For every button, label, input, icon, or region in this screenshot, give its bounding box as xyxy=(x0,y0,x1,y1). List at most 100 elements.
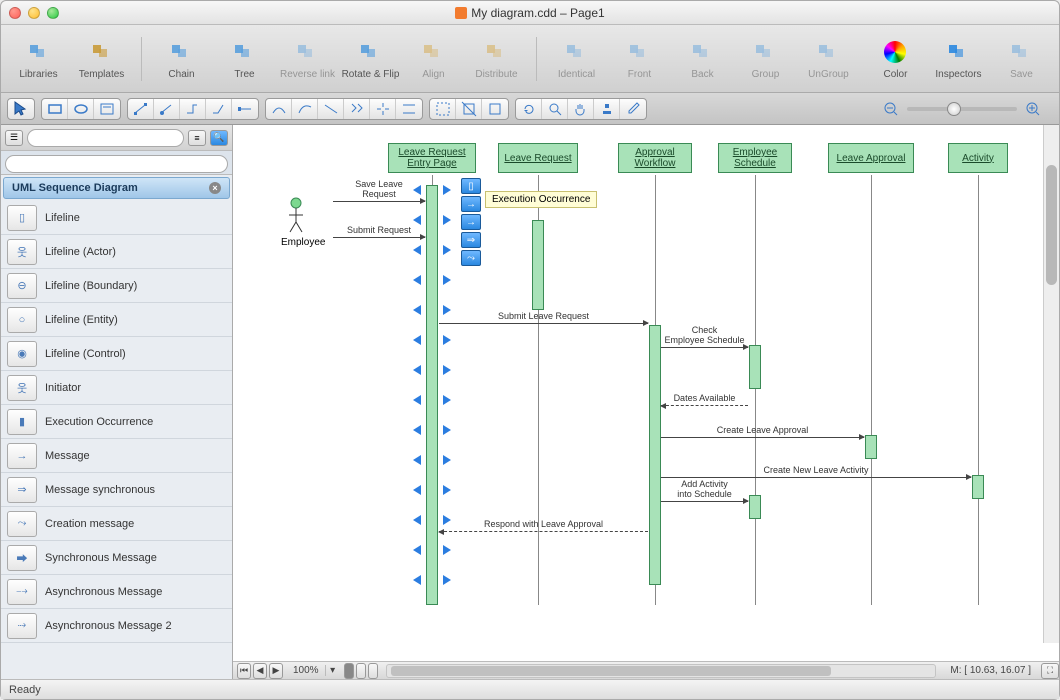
tree-view-button[interactable]: ☰ xyxy=(5,130,23,146)
resize-handle[interactable] xyxy=(413,545,421,555)
resize-handle[interactable] xyxy=(413,215,421,225)
message-arrow[interactable] xyxy=(333,237,425,238)
message-arrow[interactable] xyxy=(661,405,748,406)
page-tab[interactable] xyxy=(356,663,366,679)
text-tool[interactable] xyxy=(94,99,120,119)
stamp-tool[interactable] xyxy=(594,99,620,119)
lifeline-header[interactable]: ApprovalWorkflow xyxy=(618,143,692,173)
curve5-tool[interactable] xyxy=(370,99,396,119)
minimize-button[interactable] xyxy=(28,7,40,19)
curve3-tool[interactable] xyxy=(318,99,344,119)
lifeline-header[interactable]: Leave Approval xyxy=(828,143,914,173)
page-first-button[interactable]: ⏮ xyxy=(237,663,251,679)
zoom-button[interactable] xyxy=(47,7,59,19)
fit-button[interactable]: ⛶ xyxy=(1041,663,1059,679)
ellipse-tool[interactable] xyxy=(68,99,94,119)
resize-handle[interactable] xyxy=(413,485,421,495)
conn4-tool[interactable] xyxy=(206,99,232,119)
resize-handle[interactable] xyxy=(443,485,451,495)
shape-item[interactable]: ○Lifeline (Entity) xyxy=(1,303,232,337)
conn1-tool[interactable] xyxy=(128,99,154,119)
shape-item[interactable]: 웃Lifeline (Actor) xyxy=(1,235,232,269)
conn5-tool[interactable] xyxy=(232,99,258,119)
activation-bar[interactable] xyxy=(865,435,877,459)
diagram-canvas[interactable]: Leave RequestEntry PageLeave RequestAppr… xyxy=(233,125,1059,661)
resize-handle[interactable] xyxy=(443,515,451,525)
vertical-scrollbar[interactable] xyxy=(1043,125,1059,643)
message-arrow[interactable] xyxy=(439,323,648,324)
shape-item[interactable]: 웃Initiator xyxy=(1,371,232,405)
eyedrop-tool[interactable] xyxy=(620,99,646,119)
resize-handle[interactable] xyxy=(443,335,451,345)
resize-handle[interactable] xyxy=(413,305,421,315)
zoom-out-icon[interactable] xyxy=(881,99,901,119)
shape-search-input[interactable] xyxy=(5,155,228,173)
zoom-tool[interactable] xyxy=(542,99,568,119)
activation-bar[interactable] xyxy=(426,185,438,605)
resize-handle[interactable] xyxy=(413,395,421,405)
resize-handle[interactable] xyxy=(443,245,451,255)
activation-bar[interactable] xyxy=(649,325,661,585)
resize-handle[interactable] xyxy=(413,185,421,195)
activation-bar[interactable] xyxy=(972,475,984,499)
page-tab[interactable] xyxy=(344,663,354,679)
activation-bar[interactable] xyxy=(749,495,761,519)
resize-handle[interactable] xyxy=(413,575,421,585)
resize-handle[interactable] xyxy=(443,215,451,225)
lifeline-header[interactable]: Leave RequestEntry Page xyxy=(388,143,476,173)
pointer-tool[interactable] xyxy=(8,99,34,119)
resize-handle[interactable] xyxy=(443,455,451,465)
curve2-tool[interactable] xyxy=(292,99,318,119)
resize-handle[interactable] xyxy=(443,575,451,585)
resize-handle[interactable] xyxy=(443,395,451,405)
zoom-slider[interactable] xyxy=(881,99,1043,119)
shape-item[interactable]: ⇒Message synchronous xyxy=(1,473,232,507)
message-arrow[interactable] xyxy=(661,347,748,348)
shape-item[interactable]: ⤳Creation message xyxy=(1,507,232,541)
close-button[interactable] xyxy=(9,7,21,19)
conn3-tool[interactable] xyxy=(180,99,206,119)
smart-connector-menu[interactable]: ▯→→⇒⤳ xyxy=(461,178,481,266)
resize-handle[interactable] xyxy=(413,455,421,465)
toolbar-inspectors[interactable]: Inspectors xyxy=(929,29,988,89)
message-arrow[interactable] xyxy=(661,437,864,438)
message-arrow[interactable] xyxy=(439,531,648,532)
zoom-in-icon[interactable] xyxy=(1023,99,1043,119)
resize-handle[interactable] xyxy=(413,275,421,285)
resize-handle[interactable] xyxy=(443,185,451,195)
resize-handle[interactable] xyxy=(443,545,451,555)
snap2-tool[interactable] xyxy=(456,99,482,119)
toolbar-chain[interactable]: Chain xyxy=(152,29,211,89)
page-next-button[interactable]: ▶ xyxy=(269,663,283,679)
resize-handle[interactable] xyxy=(413,245,421,255)
curve6-tool[interactable] xyxy=(396,99,422,119)
shape-item[interactable]: ▯Lifeline xyxy=(1,201,232,235)
resize-handle[interactable] xyxy=(413,425,421,435)
curve1-tool[interactable] xyxy=(266,99,292,119)
toolbar-templates[interactable]: Templates xyxy=(72,29,131,89)
curve4-tool[interactable] xyxy=(344,99,370,119)
page-tab[interactable] xyxy=(368,663,378,679)
search-button[interactable]: 🔍 xyxy=(210,130,228,146)
resize-handle[interactable] xyxy=(443,425,451,435)
lifeline-header[interactable]: Activity xyxy=(948,143,1008,173)
resize-handle[interactable] xyxy=(413,365,421,375)
snap1-tool[interactable] xyxy=(430,99,456,119)
resize-handle[interactable] xyxy=(443,305,451,315)
shape-item[interactable]: ⮕Synchronous Message xyxy=(1,541,232,575)
list-view-button[interactable]: ≡ xyxy=(188,130,206,146)
rect-tool[interactable] xyxy=(42,99,68,119)
shape-item[interactable]: ◉Lifeline (Control) xyxy=(1,337,232,371)
zoom-level[interactable]: 100% xyxy=(287,665,326,676)
lifeline-header[interactable]: EmployeeSchedule xyxy=(718,143,792,173)
shape-item[interactable]: ▮Execution Occurrence xyxy=(1,405,232,439)
shape-item[interactable]: ⤑Asynchronous Message 2 xyxy=(1,609,232,643)
toolbar-color[interactable]: Color xyxy=(866,29,925,89)
toolbar-rotate-flip[interactable]: Rotate & Flip xyxy=(341,29,400,89)
actor[interactable]: Employee xyxy=(281,195,325,248)
library-header[interactable]: UML Sequence Diagram × xyxy=(3,177,230,199)
close-library-button[interactable]: × xyxy=(209,182,221,194)
shape-item[interactable]: ⤍Asynchronous Message xyxy=(1,575,232,609)
refresh-tool[interactable] xyxy=(516,99,542,119)
snap3-tool[interactable] xyxy=(482,99,508,119)
